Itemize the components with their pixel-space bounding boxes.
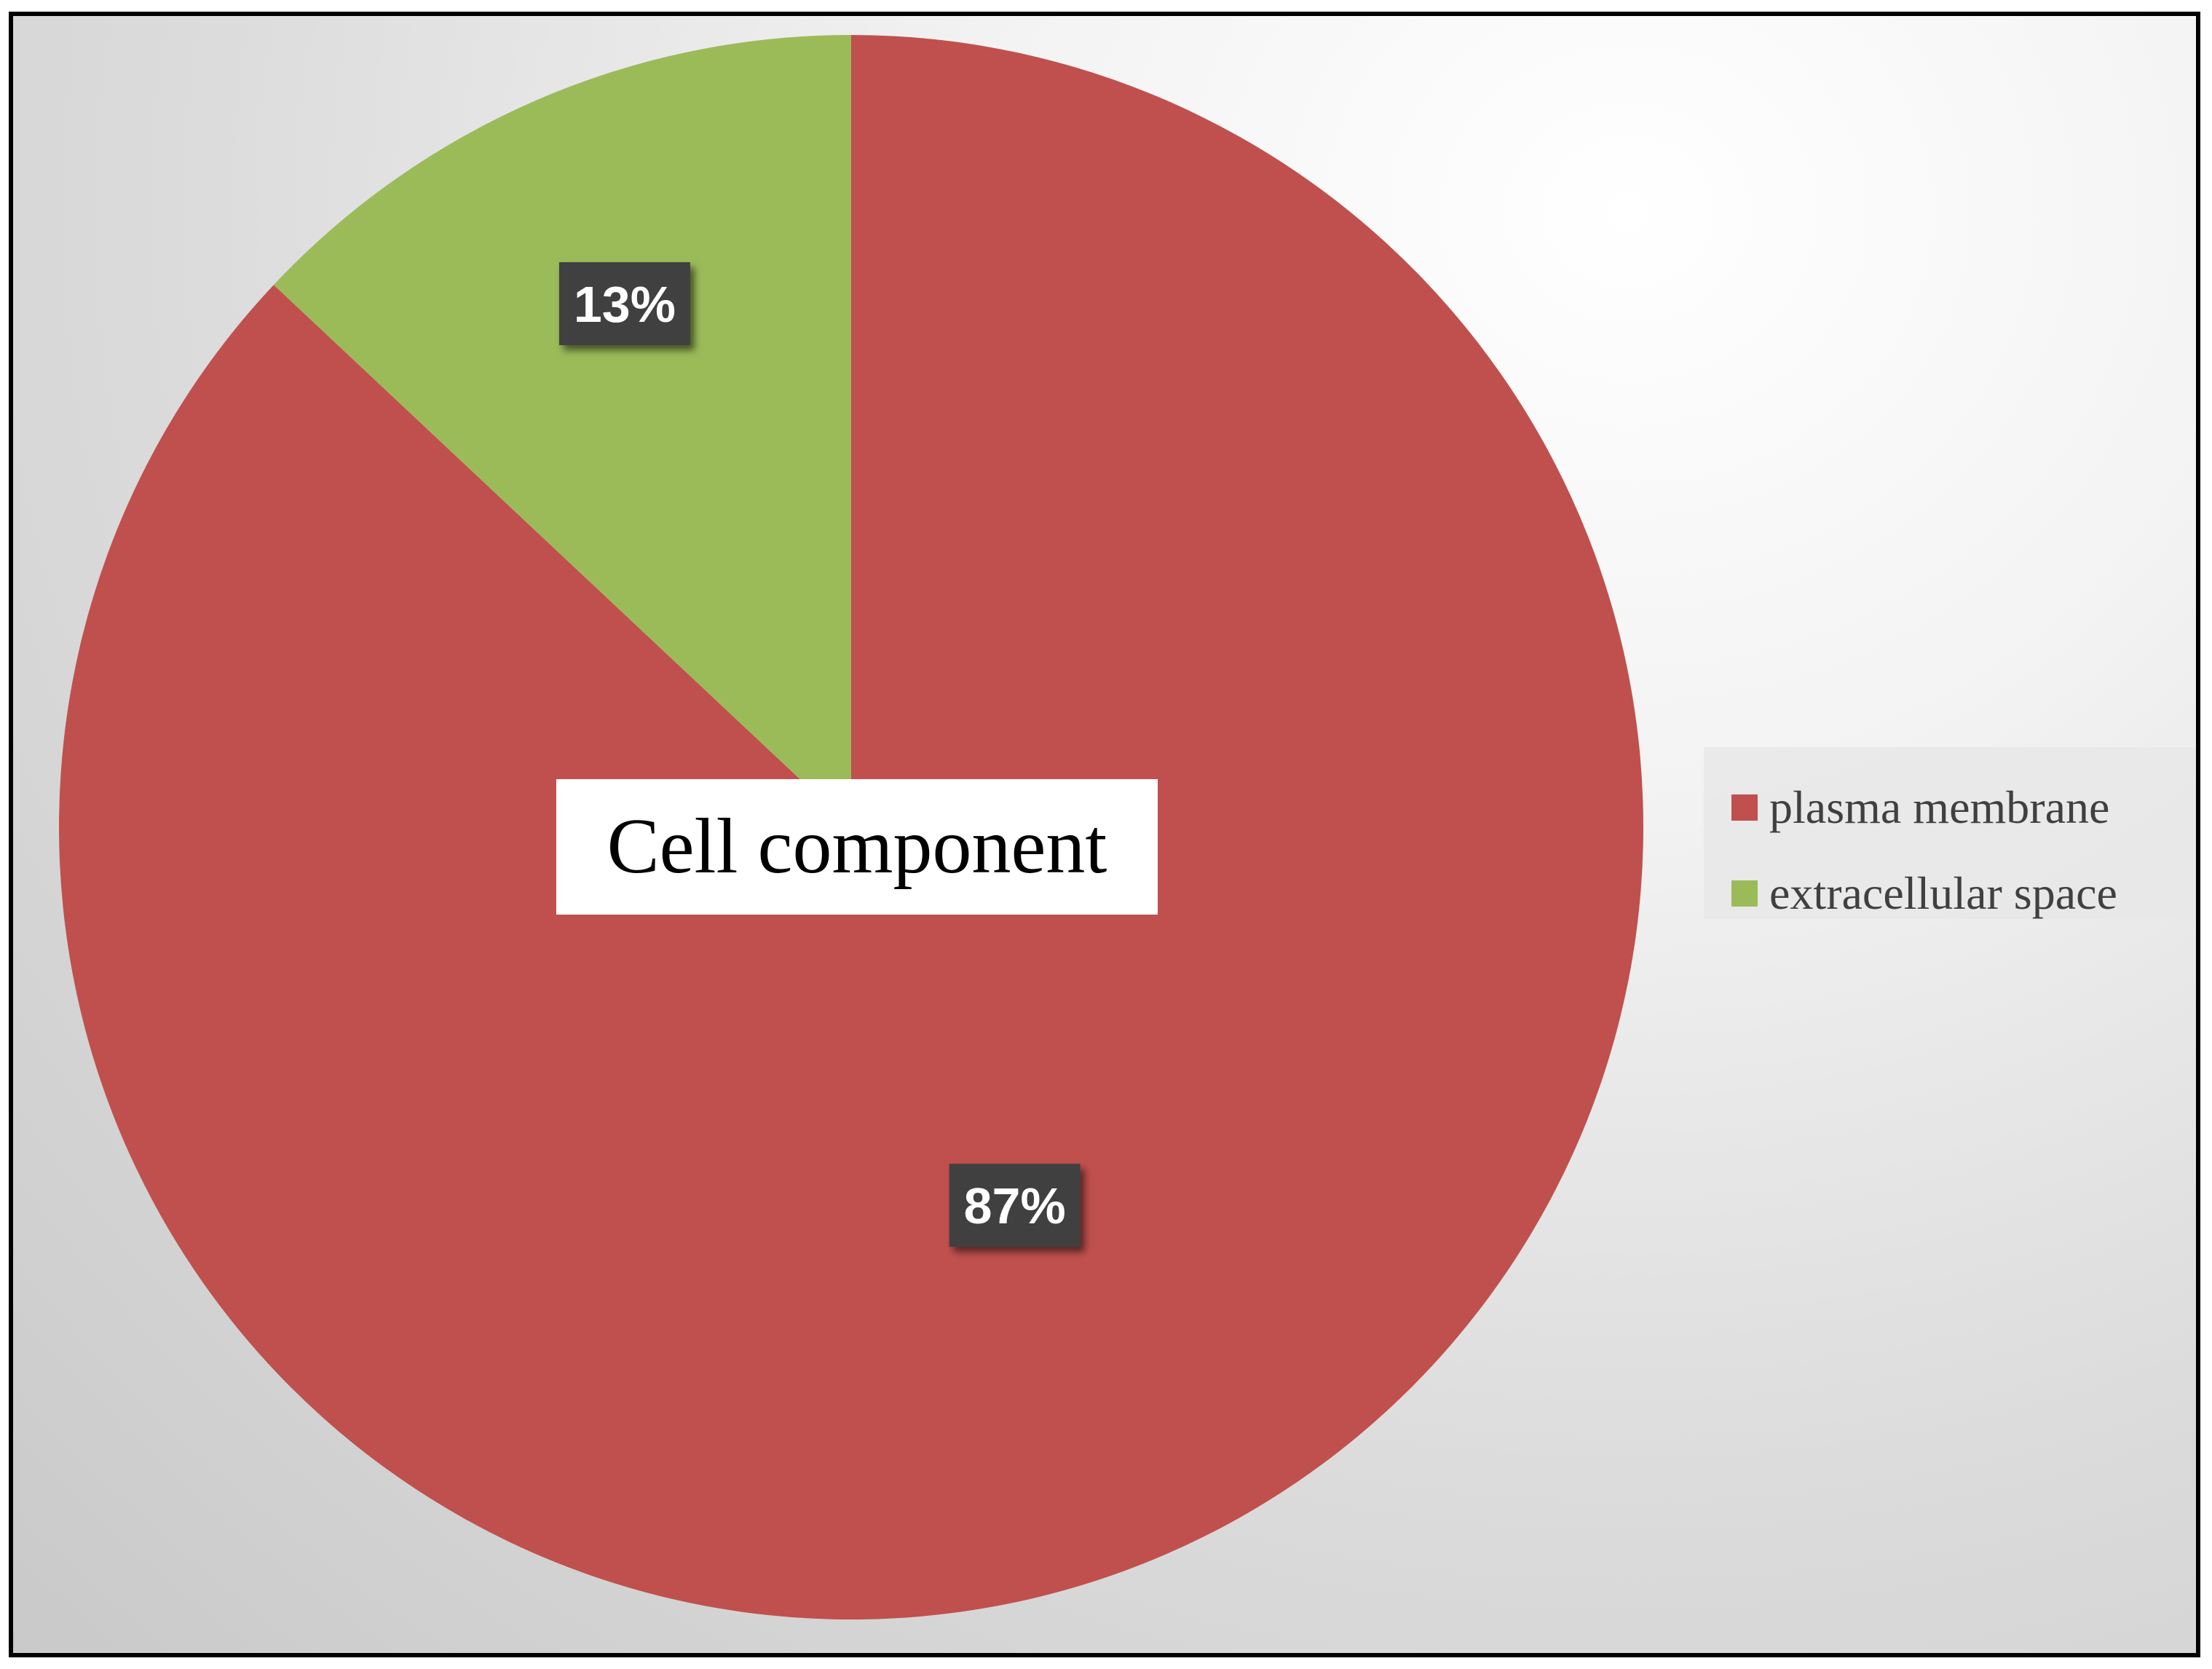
pie-slice-extracellular-space (273, 35, 851, 827)
legend-label-extracellular-space: extracellular space (1769, 867, 2117, 919)
chart-frame: 87% 13% Cell component plasma membrane ex… (9, 12, 2200, 1657)
data-label-extracellular-space: 13% (558, 262, 690, 346)
data-label-extracellular-space-text: 13% (574, 276, 676, 333)
legend: plasma membrane extracellular space (1704, 747, 2196, 919)
pie-data-labels: 87% 13% (558, 262, 1081, 1247)
data-label-plasma-membrane-text: 87% (964, 1177, 1066, 1234)
data-label-plasma-membrane: 87% (949, 1164, 1081, 1247)
legend-item-extracellular-space: extracellular space (1731, 851, 2196, 936)
data-label-extracellular-space-box (558, 262, 690, 346)
data-label-plasma-membrane-box (949, 1164, 1081, 1247)
legend-label-plasma-membrane: plasma membrane (1769, 781, 2110, 833)
legend-item-plasma-membrane: plasma membrane (1731, 765, 2196, 851)
chart-title: Cell component (556, 779, 1158, 915)
legend-swatch-plasma-membrane (1731, 794, 1758, 821)
legend-swatch-extracellular-space (1731, 880, 1758, 907)
